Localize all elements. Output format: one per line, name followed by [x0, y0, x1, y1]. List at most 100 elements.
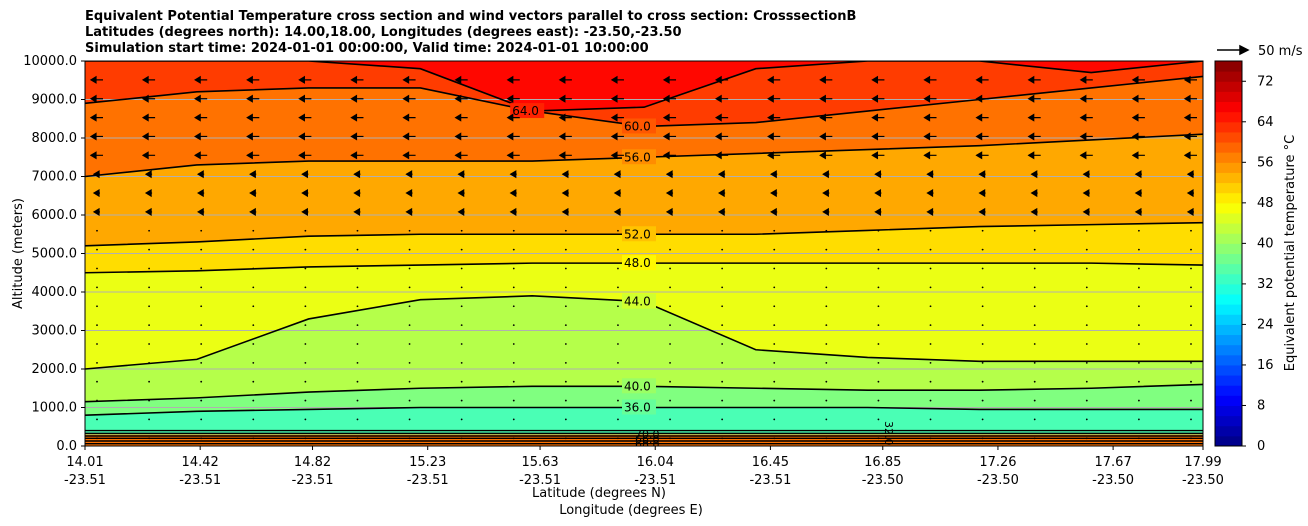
wind-vector [506, 75, 520, 84]
wind-vector [512, 229, 515, 232]
wind-vector [249, 170, 257, 179]
wind-vector [1030, 188, 1038, 198]
colorbar-segment [1215, 354, 1242, 366]
colorbar-segment [1215, 344, 1242, 356]
contour-label-bg [622, 226, 656, 242]
colorbar-tick-label: 40 [1257, 236, 1274, 251]
wind-vector [89, 113, 103, 122]
wind-vector [871, 113, 885, 122]
wind-vector [669, 286, 671, 289]
wind-vector [819, 132, 833, 141]
colorbar-segment [1215, 314, 1242, 325]
x-tick-label-lon: -23.50 [1092, 473, 1134, 488]
y-tick-label: 3000.0 [32, 324, 78, 339]
wind-vector [610, 132, 624, 141]
wind-vector [200, 305, 203, 308]
contour-label-bg [622, 255, 656, 271]
wind-vector [721, 267, 724, 270]
wind-vector [978, 207, 986, 216]
wind-vector [1190, 267, 1192, 270]
wind-vector [1186, 170, 1194, 179]
wind-vector [923, 151, 937, 160]
wind-vector [1030, 170, 1038, 179]
wind-vector [89, 151, 103, 160]
wind-vector [822, 170, 830, 179]
wind-vector [512, 305, 515, 308]
wind-vector [1082, 207, 1090, 216]
wind-vector [298, 75, 312, 84]
wind-vectors [89, 75, 1197, 440]
wind-vector [457, 207, 465, 216]
wind-vector [871, 94, 885, 103]
wind-vector [1138, 361, 1140, 364]
colorbar-segment [1215, 131, 1242, 143]
wind-vector [929, 305, 932, 308]
wind-vector [877, 399, 880, 402]
colorbar-tick-label: 64 [1257, 115, 1274, 130]
wind-vector [454, 94, 468, 103]
wind-vector [923, 113, 937, 122]
wind-vector [1085, 418, 1088, 421]
wind-vector [1134, 188, 1142, 198]
wind-vector [1190, 229, 1192, 232]
wind-vector [252, 229, 255, 232]
wind-vector [1085, 248, 1088, 251]
wind-vector [981, 361, 984, 364]
wind-vector [460, 324, 463, 327]
wind-vector [148, 361, 150, 364]
wind-vector [877, 324, 880, 327]
wind-vector [617, 229, 619, 232]
wind-vector [141, 94, 156, 103]
wind-vector [819, 75, 833, 84]
wind-vector [148, 248, 150, 251]
wind-vector [506, 132, 520, 141]
wind-vector [767, 132, 781, 141]
wind-vector [1027, 132, 1041, 141]
y-tick-label: 4000.0 [32, 285, 78, 300]
x-tick-label-lon: -23.51 [634, 473, 676, 488]
wind-vector [564, 380, 567, 383]
wind-vector [564, 437, 567, 440]
wind-vector [301, 207, 309, 216]
wind-vector [877, 437, 880, 440]
colorbar-tick-label: 24 [1257, 317, 1274, 332]
surface-contour-label: 66.0 [635, 433, 660, 446]
wind-vector [613, 188, 621, 198]
wind-vector [981, 399, 984, 402]
wind-vector [252, 248, 255, 251]
wind-vector [405, 207, 413, 216]
wind-vector [141, 113, 156, 122]
wind-vector [981, 267, 984, 270]
wind-vector [721, 305, 724, 308]
wind-vector [825, 324, 828, 327]
wind-vector [89, 94, 103, 103]
wind-vector [1183, 75, 1197, 84]
wind-vector [509, 207, 517, 216]
colorbar-segment [1215, 142, 1242, 153]
wind-vector [200, 229, 203, 232]
wind-vector [200, 380, 203, 383]
wind-vector [506, 113, 520, 122]
wind-vector [252, 361, 255, 364]
wind-vector [564, 343, 567, 345]
wind-vector [454, 132, 468, 141]
colorbar-frame [1214, 60, 1243, 447]
wind-vector [454, 113, 468, 122]
wind-vector [825, 267, 828, 270]
wind-vector [408, 305, 411, 308]
colorbar-segment [1215, 121, 1242, 133]
contour-lines: 36.0 40.0 44.0 48.0 52.0 56.0 60.0 64.0 70.066.0… [85, 61, 1203, 446]
filled-contours [85, 61, 1203, 446]
wind-vector [408, 324, 411, 327]
wind-vector [454, 75, 468, 84]
wind-vector [721, 399, 724, 402]
wind-vector [975, 94, 989, 103]
wind-vector [714, 113, 729, 122]
wind-vector [877, 343, 880, 345]
wind-vector [929, 437, 932, 440]
colorbar-segment [1215, 324, 1242, 336]
colorbar-segment [1215, 101, 1242, 113]
wind-vector [665, 170, 674, 179]
wind-vector [981, 437, 984, 440]
wind-vector [460, 418, 463, 421]
